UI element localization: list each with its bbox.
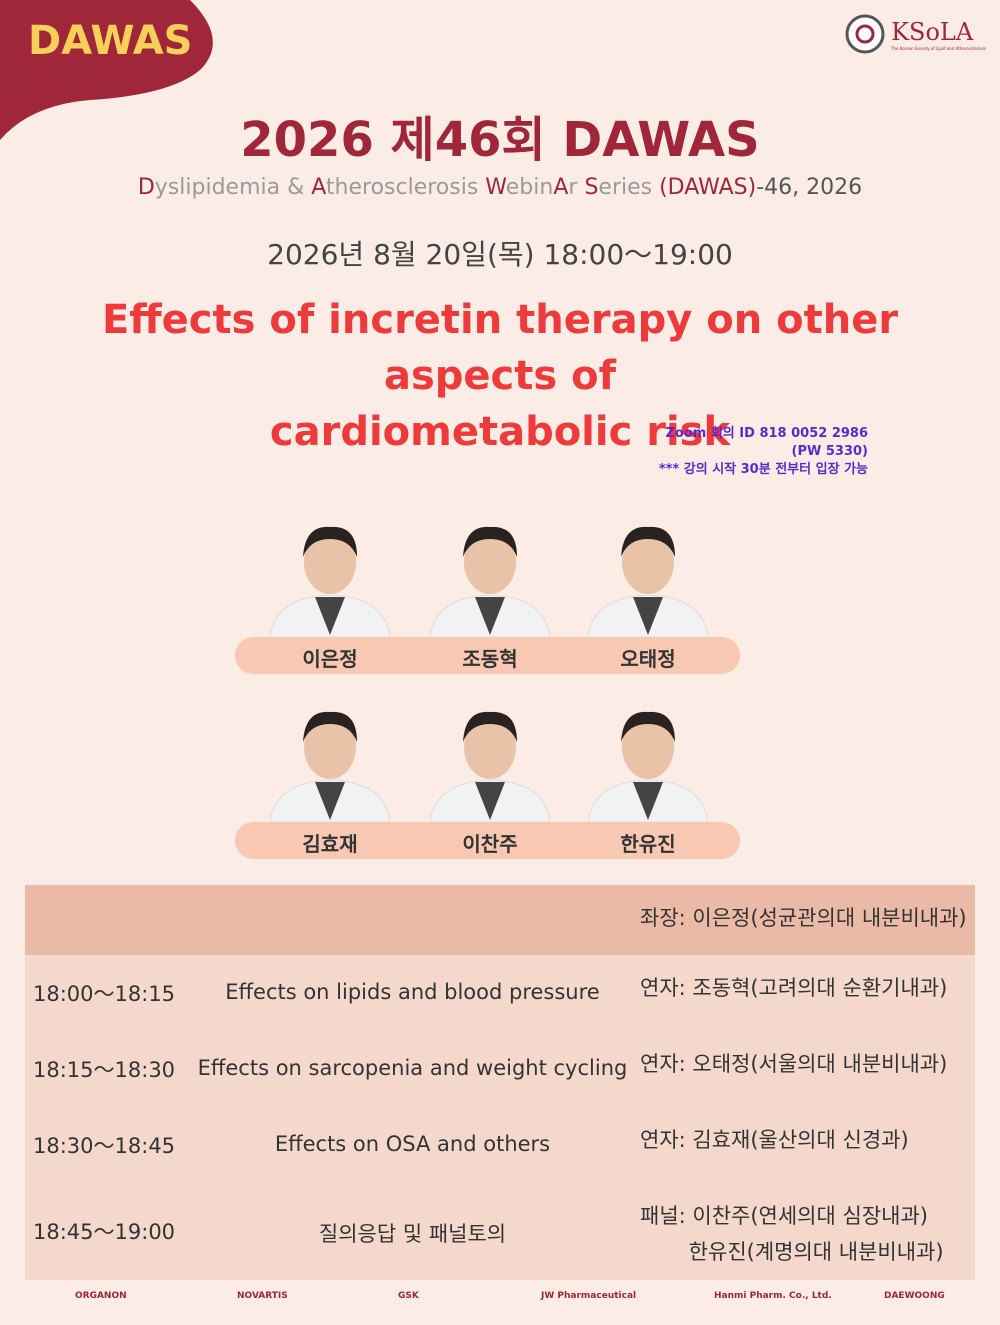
speaker-name: 이찬주 [462, 832, 518, 856]
time: 18:30～18:45 [33, 1134, 176, 1158]
badge-shape [0, 0, 213, 140]
speaker: 패널: 이찬주(연세의대 심장내과) [640, 1204, 928, 1228]
subtitle-part: (DAWAS) [659, 175, 757, 200]
subtitle-part: ebin [505, 175, 554, 200]
zoom-info: Zoom 회의 ID 818 0052 2986 (PW 5330) *** 강… [659, 425, 868, 479]
logo-text: KSoLA [891, 17, 974, 46]
subtitle-part: S [584, 175, 599, 200]
badge: DAWAS [28, 18, 193, 64]
topic-line: Effects of incretin therapy on other asp… [101, 297, 899, 399]
subtitle-part: eries [598, 175, 660, 200]
speaker-name: 오태정 [620, 647, 676, 671]
sponsor-logo: JW Pharmaceutical [541, 1291, 637, 1301]
session-topic: Effects on sarcopenia and weight cycling [197, 1056, 628, 1080]
zoom-line: (PW 5330) [791, 444, 868, 459]
zoom-line: Zoom 회의 ID 818 0052 2986 [665, 426, 868, 441]
speaker-name: 이은정 [302, 647, 358, 671]
subtitle-part: therosclerosis [325, 175, 486, 200]
subtitle-part: r [568, 175, 585, 200]
session-topic: Effects on lipids and blood pressure [225, 980, 600, 1004]
name-pill [235, 822, 740, 859]
subtitle-part: W [485, 175, 506, 200]
sponsor-logo: GSK [398, 1291, 419, 1301]
speaker-photo [269, 711, 391, 822]
subtitle: Dyslipidemia & Atherosclerosis WebinAr S… [0, 175, 1000, 200]
name-pill [235, 637, 740, 674]
speaker-name: 조동혁 [462, 647, 518, 671]
speaker: 연자: 오태정(서울의대 내분비내과) [640, 1052, 948, 1076]
speaker-name: 한유진 [620, 832, 676, 856]
title: 2026 제46회 DAWAS [240, 112, 760, 168]
logo: KSoLA The Korean Society of Lipid and Ath… [845, 14, 986, 54]
logo-subtext: The Korean Society of Lipid and Atherosc… [891, 45, 986, 51]
time: 18:45～19:00 [33, 1220, 176, 1244]
sponsor-logo: Hanmi Pharm. Co., Ltd. [714, 1291, 832, 1301]
schedule-header [25, 885, 975, 955]
session-topic: Effects on OSA and others [274, 1132, 551, 1156]
speaker-name: 김효재 [302, 832, 358, 856]
chair: 좌장: 이은정(성균관의대 내분비내과) [640, 906, 967, 930]
speaker-photo [587, 711, 709, 822]
zoom-line: *** 강의 시작 30분 전부터 입장 가능 [658, 462, 868, 477]
speaker: 연자: 조동혁(고려의대 순환기내과) [640, 976, 948, 1000]
topic-line: cardiometabolic risk [269, 409, 731, 455]
speaker: 한유진(계명의대 내분비내과) [640, 1240, 944, 1264]
speaker: 연자: 김효재(울산의대 신경과) [640, 1128, 909, 1152]
session-topic: 질의응답 및 패널토의 [318, 1222, 507, 1246]
sponsor-logo: NOVARTIS [237, 1291, 288, 1301]
subtitle-part: -46, 2026 [756, 175, 863, 200]
subtitle-part: yslipidemia & [154, 175, 312, 200]
subtitle-part: A [553, 175, 569, 200]
speaker-photo [429, 526, 551, 637]
speaker-photo [587, 526, 709, 637]
topic: Effects of incretin therapy on other asp… [40, 292, 960, 460]
speaker-photo [429, 711, 551, 822]
logo-icon [845, 14, 885, 54]
sponsor-logo: ORGANON [75, 1291, 127, 1301]
date: 2026년 8월 20일(목) 18:00～19:00 [267, 238, 733, 271]
time: 18:15～18:30 [33, 1058, 176, 1082]
subtitle-part: D [137, 175, 155, 200]
sponsor-logo: DAEWOONG [884, 1291, 945, 1301]
subtitle-part: A [311, 175, 326, 200]
time: 18:00～18:15 [33, 982, 176, 1006]
speaker-photo [269, 526, 391, 637]
